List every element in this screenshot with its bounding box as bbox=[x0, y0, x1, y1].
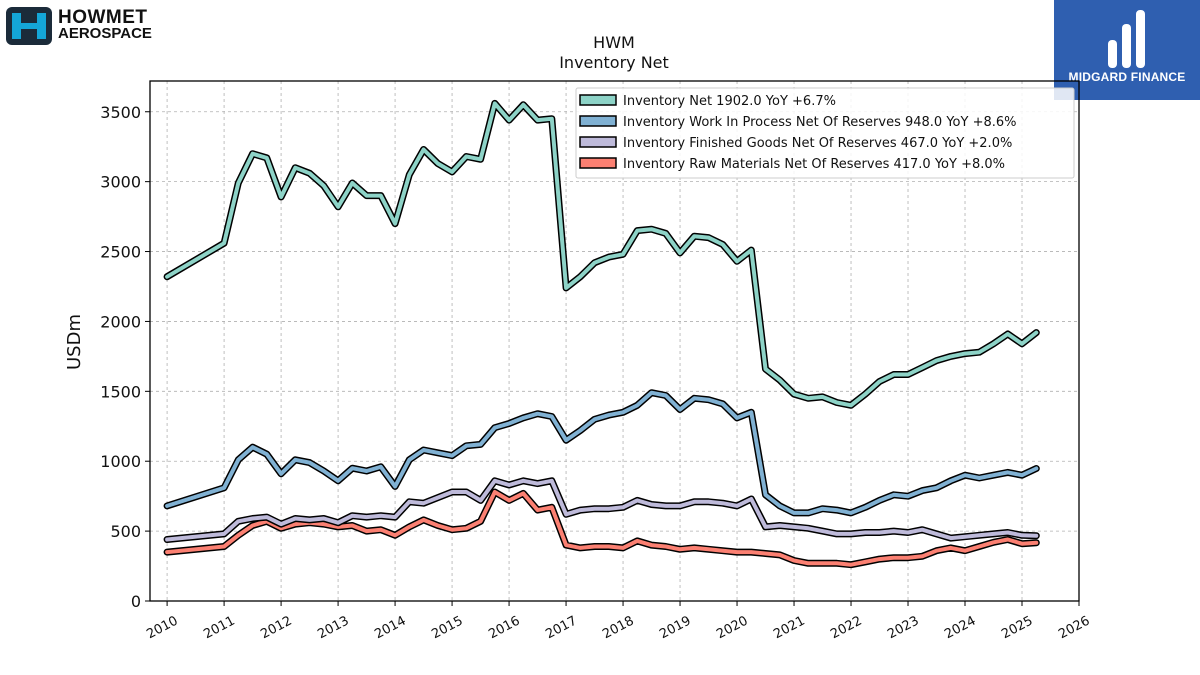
y-axis-label: USDm bbox=[64, 314, 85, 370]
plot-frame bbox=[149, 80, 1080, 602]
x-tick-label: 2017 bbox=[543, 614, 579, 643]
series-line-1 bbox=[165, 390, 1039, 515]
x-tick-label: 2025 bbox=[999, 614, 1035, 643]
series-outline-3 bbox=[163, 488, 1040, 569]
legend-label-2: Inventory Finished Goods Net Of Reserves… bbox=[623, 136, 1012, 151]
series-line-0 bbox=[165, 101, 1039, 408]
x-tick-label: 2014 bbox=[372, 614, 408, 643]
y-tick-label: 3500 bbox=[100, 103, 141, 122]
legend-swatch-3 bbox=[579, 157, 617, 169]
partner-name: MIDGARD FINANCE bbox=[1068, 70, 1186, 84]
series-line-2 bbox=[165, 478, 1039, 542]
howmet-mark-icon bbox=[6, 7, 52, 45]
howmet-logo: HOWMET AEROSPACE bbox=[6, 6, 152, 46]
x-tick-label: 2015 bbox=[429, 614, 465, 643]
legend-swatch-2 bbox=[579, 136, 617, 148]
x-tick-label: 2011 bbox=[201, 614, 237, 643]
chart-subtitle: Inventory Net bbox=[559, 53, 669, 72]
axis-ticks: 0 500 1000 1500 2000 2500 3000 3500 2010 2011 2012… bbox=[100, 103, 1092, 643]
y-tick-label: 2000 bbox=[100, 312, 141, 331]
x-tick-label: 2020 bbox=[714, 614, 750, 643]
y-tick-label: 500 bbox=[110, 522, 141, 541]
legend-label-0: Inventory Net 1902.0 YoY +6.7% bbox=[623, 94, 836, 109]
x-tick-label: 2019 bbox=[657, 614, 693, 643]
legend-box bbox=[575, 87, 1075, 179]
y-tick-label: 1500 bbox=[100, 382, 141, 401]
x-tick-label: 2024 bbox=[942, 614, 978, 643]
y-tick-label: 1000 bbox=[100, 452, 141, 471]
logo-line-2: AEROSPACE bbox=[58, 25, 152, 42]
series-line-3 bbox=[165, 490, 1039, 567]
x-tick-label: 2026 bbox=[1056, 614, 1092, 643]
x-tick-label: 2021 bbox=[771, 614, 807, 643]
x-tick-label: 2023 bbox=[885, 614, 921, 643]
legend-label-1: Inventory Work In Process Net Of Reserve… bbox=[623, 115, 1017, 130]
midgard-mark-icon bbox=[1104, 10, 1150, 70]
y-tick-label: 3000 bbox=[100, 173, 141, 192]
x-tick-label: 2010 bbox=[144, 614, 180, 643]
legend-swatch-1 bbox=[579, 115, 617, 127]
legend: Inventory Net 1902.0 YoY +6.7% Inventory … bbox=[575, 87, 1075, 179]
series-lines bbox=[163, 99, 1040, 569]
x-tick-label: 2016 bbox=[486, 614, 522, 643]
x-tick-label: 2013 bbox=[315, 614, 351, 643]
logo-line-1: HOWMET bbox=[58, 7, 148, 28]
x-tick-label: 2012 bbox=[258, 614, 294, 643]
x-tick-label: 2022 bbox=[828, 614, 864, 643]
legend-label-3: Inventory Raw Materials Net Of Reserves … bbox=[623, 157, 1005, 172]
y-tick-label: 2500 bbox=[100, 243, 141, 262]
legend-swatch-0 bbox=[579, 94, 617, 106]
x-tick-label: 2018 bbox=[600, 614, 636, 643]
chart-title: HWM bbox=[593, 33, 635, 52]
midgard-finance-logo: MIDGARD FINANCE bbox=[1054, 0, 1200, 100]
y-tick-label: 0 bbox=[131, 592, 141, 611]
